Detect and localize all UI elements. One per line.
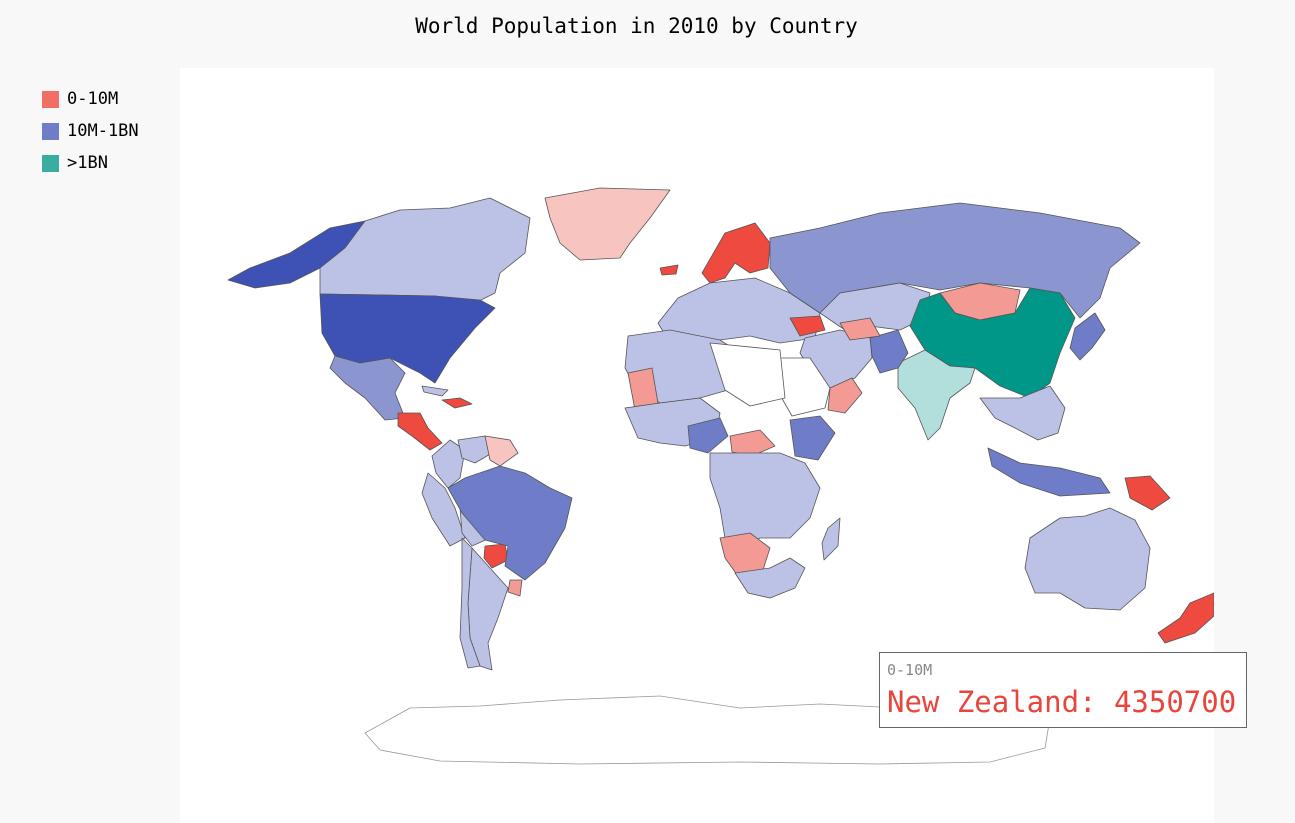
region-colombia[interactable] [431, 439, 466, 489]
region-mexico[interactable] [329, 355, 406, 421]
region-ethiopia[interactable] [789, 415, 836, 461]
legend-swatch-10m-1bn [42, 122, 59, 140]
region-nigeria[interactable] [687, 417, 729, 454]
region-paraguay[interactable] [483, 543, 509, 569]
region-tooltip: 0-10M New Zealand: 4350700 [879, 652, 1247, 728]
region-southeast-asia[interactable] [979, 385, 1066, 441]
region-central-african-republic[interactable] [729, 429, 776, 457]
map-plot-area [180, 68, 1214, 823]
tooltip-category: 0-10M [887, 661, 933, 679]
region-south-africa[interactable] [734, 557, 806, 599]
legend-swatch-0-10m [42, 90, 59, 108]
region-madagascar[interactable] [821, 517, 841, 561]
region-caribbean[interactable] [441, 397, 473, 409]
region-guianas[interactable] [484, 435, 519, 467]
legend-label-0-10m: 0-10M [67, 89, 119, 109]
legend-item-1bn-plus[interactable]: >1BN [42, 147, 139, 179]
legend-swatch-1bn-plus [42, 154, 59, 172]
region-papua-new-guinea[interactable] [1124, 475, 1171, 511]
region-scandinavia[interactable] [701, 222, 771, 284]
region-caucasus[interactable] [789, 315, 826, 337]
region-india[interactable] [897, 349, 976, 441]
legend-label-10m-1bn: 10M-1BN [67, 121, 139, 141]
region-central-africa[interactable] [709, 452, 821, 549]
region-greenland[interactable] [544, 187, 671, 261]
tooltip-value: New Zealand: 4350700 [887, 685, 1237, 719]
legend-label-1bn-plus: >1BN [67, 153, 108, 173]
region-central-america[interactable] [397, 412, 443, 451]
region-indonesia[interactable] [987, 447, 1111, 497]
region-new-zealand[interactable] [1157, 592, 1214, 644]
region-brazil[interactable] [447, 465, 573, 581]
region-ecuador-peru[interactable] [421, 472, 466, 547]
legend: 0-10M 10M-1BN >1BN [42, 83, 139, 179]
region-iceland[interactable] [659, 264, 679, 276]
region-oman[interactable] [827, 377, 863, 414]
region-venezuela[interactable] [457, 435, 493, 464]
region-uruguay[interactable] [507, 579, 523, 597]
world-map [227, 187, 1214, 765]
chart-title: World Population in 2010 by Country [415, 14, 858, 38]
region-cuba[interactable] [421, 385, 449, 397]
region-turkmenistan[interactable] [839, 317, 881, 341]
region-australia[interactable] [1024, 507, 1151, 611]
region-canada[interactable] [319, 197, 531, 304]
region-libya-egypt[interactable] [709, 342, 786, 407]
region-japan-korea[interactable] [1069, 312, 1106, 361]
legend-item-0-10m[interactable]: 0-10M [42, 83, 139, 115]
legend-item-10m-1bn[interactable]: 10M-1BN [42, 115, 139, 147]
region-chile[interactable] [459, 537, 481, 669]
